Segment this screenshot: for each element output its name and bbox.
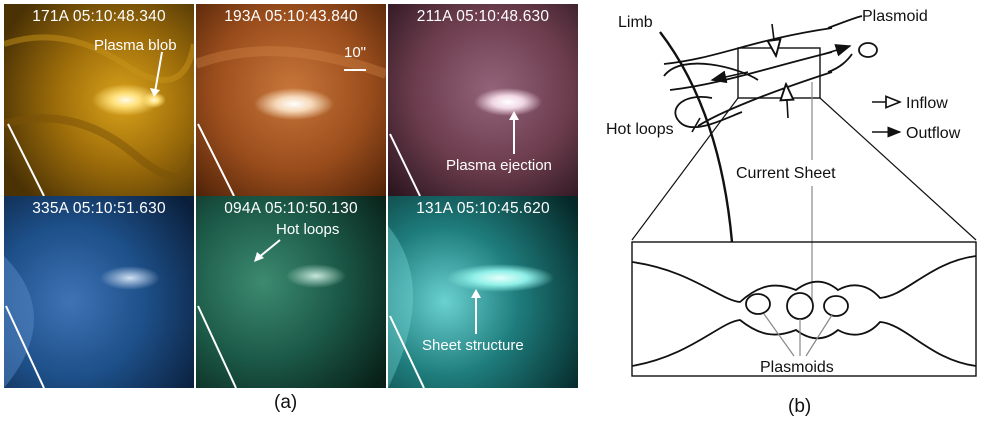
- field-line-2: [669, 51, 833, 91]
- zoom-line-left: [631, 97, 739, 241]
- hot-loops-outer: [663, 62, 759, 81]
- plasmoid-2: [786, 292, 814, 320]
- inflow-label: Inflow: [906, 95, 948, 112]
- tile-193a: 193A 05:10:43.840 10": [196, 4, 386, 196]
- sheet-lower-boundary: [631, 319, 977, 367]
- tile-171a: 171A 05:10:48.340 Plasma blob: [4, 4, 194, 196]
- outflow-label: Outflow: [906, 125, 961, 142]
- zoom-box: [631, 241, 977, 377]
- tile-label: 094A 05:10:50.130: [224, 200, 358, 217]
- tile-335a: 335A 05:10:51.630: [4, 196, 194, 388]
- tile-171a-image: [4, 4, 194, 196]
- tile-211a-image: [388, 4, 578, 196]
- sheet-structure-label: Sheet structure: [422, 337, 524, 354]
- plasmoid-1: [745, 293, 771, 315]
- field-line-3: [697, 71, 833, 127]
- plasma-blob-label: Plasma blob: [94, 37, 177, 54]
- panel-b-schematic: Limb Hot loops Plasmoid Inflow Outflow C…: [600, 0, 982, 417]
- plasmoid-label: Plasmoid: [862, 8, 928, 25]
- tile-131a-image: [388, 196, 578, 388]
- plasma-ejection-label: Plasma ejection: [446, 157, 552, 174]
- sheet-upper-boundary: [631, 255, 977, 303]
- reconnection-schematic: Limb Hot loops Plasmoid Inflow Outflow C…: [606, 8, 977, 417]
- tile-label: 131A 05:10:45.620: [416, 200, 550, 217]
- tile-094a: 094A 05:10:50.130 Hot loops: [196, 196, 386, 388]
- tile-335a-image: [4, 196, 194, 388]
- tile-label: 193A 05:10:43.840: [224, 8, 358, 25]
- tile-094a-image: [196, 196, 386, 388]
- tile-131a: 131A 05:10:45.620 Sheet structure: [388, 196, 578, 388]
- tile-label: 171A 05:10:48.340: [32, 8, 166, 25]
- scale-bar-label: 10": [344, 44, 367, 61]
- current-sheet-label: Current Sheet: [736, 165, 836, 182]
- plasmoid-ellipse: [858, 42, 878, 58]
- tile-211a: 211A 05:10:48.630 Plasma ejection: [388, 4, 578, 196]
- panel-b-caption: (b): [788, 396, 811, 417]
- tile-label: 335A 05:10:51.630: [32, 200, 166, 217]
- panel-a-caption: (a): [274, 392, 298, 413]
- plasmoids-label: Plasmoids: [760, 359, 834, 376]
- zoom-line-right: [819, 97, 977, 241]
- hot-loops-label: Hot loops: [276, 221, 340, 238]
- hot-loops-label: Hot loops: [606, 121, 674, 138]
- hot-loops-inner: [674, 96, 743, 129]
- plasmoid-3: [823, 295, 849, 317]
- tile-label: 211A 05:10:48.630: [416, 8, 550, 25]
- limb-curve: [659, 31, 734, 243]
- tile-193a-image: [196, 4, 386, 196]
- panel-a-observations: 171A 05:10:48.340 Plasma blob: [4, 4, 578, 413]
- limb-label: Limb: [618, 14, 653, 31]
